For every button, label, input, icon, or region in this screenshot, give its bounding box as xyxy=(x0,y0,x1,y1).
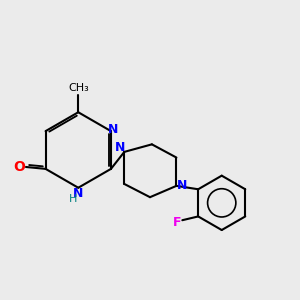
Text: N: N xyxy=(73,187,83,200)
Text: N: N xyxy=(108,123,119,136)
Text: N: N xyxy=(177,179,187,192)
Text: F: F xyxy=(172,216,181,229)
Text: O: O xyxy=(14,160,26,174)
Text: CH₃: CH₃ xyxy=(68,83,89,94)
Text: H: H xyxy=(69,194,77,204)
Text: N: N xyxy=(116,141,126,154)
